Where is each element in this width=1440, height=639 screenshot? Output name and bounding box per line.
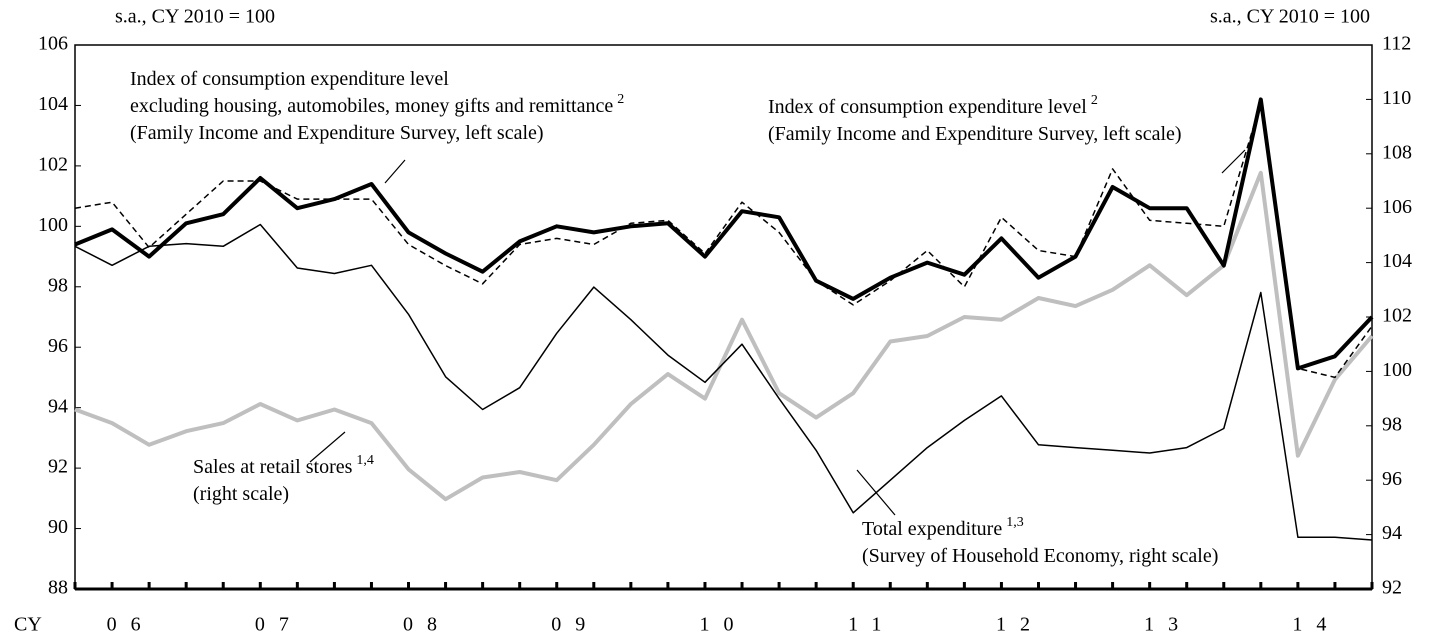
annotation-text: (Survey of Household Economy, right scal… [862,545,1218,567]
y-tick-label: 88 [48,577,68,599]
annotation: Sales at retail stores 1,4 [193,453,374,478]
y-tick-label: 104 [38,93,68,115]
annotation: (Survey of Household Economy, right scal… [862,545,1218,567]
annotation-text: Index of consumption expenditure level [768,96,1087,118]
y2-tick-label: 112 [1382,33,1411,55]
annotation-text: excluding housing, automobiles, money gi… [130,95,613,117]
leader-line [384,159,406,184]
y2-unit: s.a., CY 2010 = 100 [1210,6,1370,28]
annotation: (right scale) [193,483,289,505]
annotation-sup: 1,3 [1006,515,1024,530]
y2-tick-label: 96 [1382,468,1402,490]
annotation: Index of consumption expenditure level [130,68,449,90]
annotation-sup: 2 [617,92,624,107]
x-tick-label: 12 [996,614,1044,636]
annotation-text: (right scale) [193,483,289,505]
annotation-text: Sales at retail stores [193,456,353,478]
series-line [74,170,1374,502]
annotation-sup: 2 [1091,93,1098,108]
annotation: Index of consumption expenditure level 2 [768,93,1098,118]
annotation-text: Total expenditure [862,518,1002,540]
y2-tick-label: 106 [1382,196,1412,218]
y2-tick-label: 108 [1382,141,1412,163]
annotation: (Family Income and Expenditure Survey, l… [130,122,544,144]
y2-tick-label: 98 [1382,413,1402,435]
y-tick-label: 90 [48,516,68,538]
annotation-text: Index of consumption expenditure level [130,68,449,90]
annotation: Total expenditure 1,3 [862,515,1024,540]
y-tick-label: 106 [38,33,68,55]
y-tick-label: 92 [48,456,68,478]
x-tick-label: 06 [107,614,155,636]
x-tick-label: 10 [700,614,748,636]
annotation-sup: 1,4 [356,453,374,468]
x-tick-label: 11 [848,614,895,636]
annotation: excluding housing, automobiles, money gi… [130,92,624,117]
leader-line [309,431,346,463]
series-line [74,97,1374,371]
series-line [74,223,1373,541]
y-tick-label: 98 [48,274,68,296]
annotation-text: (Family Income and Expenditure Survey, l… [130,122,544,144]
x-tick-label: 14 [1292,614,1340,636]
annotation: (Family Income and Expenditure Survey, l… [768,123,1182,145]
series-line [74,101,1373,379]
annotation-text: (Family Income and Expenditure Survey, l… [768,123,1182,145]
y2-tick-label: 102 [1382,305,1412,327]
y2-tick-label: 104 [1382,250,1412,272]
y-tick-label: 102 [38,153,68,175]
x-tick-label: 09 [551,614,599,636]
y2-tick-label: 100 [1382,359,1412,381]
x-tick-label: 07 [255,614,303,636]
y-tick-label: 96 [48,335,68,357]
y-tick-label: 100 [38,214,68,236]
x-prefix: CY [14,614,42,636]
x-tick-label: 13 [1144,614,1192,636]
y2-tick-label: 94 [1382,522,1402,544]
y2-tick-label: 110 [1382,87,1411,109]
y2-tick-label: 92 [1382,577,1402,599]
leader-line [1221,149,1246,174]
y-unit: s.a., CY 2010 = 100 [115,6,275,28]
y-tick-label: 94 [48,395,68,417]
x-tick-label: 08 [403,614,451,636]
